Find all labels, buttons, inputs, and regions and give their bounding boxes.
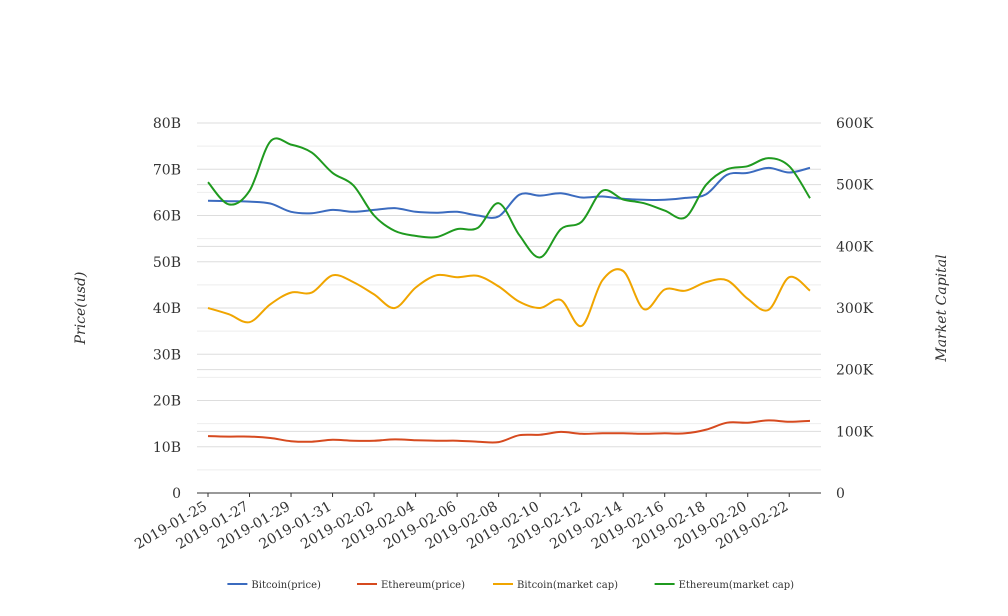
right-tick-label: 0 <box>836 486 845 502</box>
series-line-bitcoin-market-cap <box>207 268 811 327</box>
left-tick-label: 40B <box>153 301 181 317</box>
right-tick-label: 400K <box>836 239 874 255</box>
left-axis-title: Price(usd) <box>73 272 89 346</box>
grid-lines <box>197 122 821 471</box>
left-tick-label: 0 <box>172 486 181 502</box>
left-tick-label: 70B <box>153 162 181 178</box>
series-line-ethereum-market-cap <box>207 137 811 259</box>
left-axis-ticks: 0 10B 20B 30B 40B 50B 60B 70B 80B <box>153 116 181 502</box>
series-lines <box>207 137 811 444</box>
left-tick-label: 20B <box>153 394 181 410</box>
right-tick-label: 600K <box>836 116 874 132</box>
legend: Bitcoin(price) Ethereum(price) Bitcoin(mar… <box>227 580 794 591</box>
legend-label-ethereum-price: Ethereum(price) <box>381 580 465 591</box>
x-axis-ticks: 2019-01-252019-01-272019-01-292019-01-31… <box>132 493 791 553</box>
legend-label-bitcoin-market-cap: Bitcoin(market cap) <box>517 580 618 591</box>
right-tick-label: 300K <box>836 301 874 317</box>
right-tick-label: 200K <box>836 363 874 379</box>
left-tick-label: 10B <box>153 440 181 456</box>
left-tick-label: 50B <box>153 255 181 271</box>
left-tick-label: 30B <box>153 347 181 363</box>
right-tick-label: 500K <box>836 178 874 194</box>
legend-label-bitcoin-price: Bitcoin(price) <box>251 580 321 591</box>
left-tick-label: 80B <box>153 116 181 132</box>
series-line-bitcoin-price <box>207 166 811 219</box>
right-axis-ticks: 0 100K 200K 300K 400K 500K 600K <box>836 116 874 502</box>
left-tick-label: 60B <box>153 209 181 225</box>
series-line-ethereum-price <box>207 419 811 444</box>
right-axis-title: Market Capital <box>934 254 950 362</box>
right-tick-label: 100K <box>836 424 874 440</box>
legend-label-ethereum-market-cap: Ethereum(market cap) <box>679 580 795 591</box>
